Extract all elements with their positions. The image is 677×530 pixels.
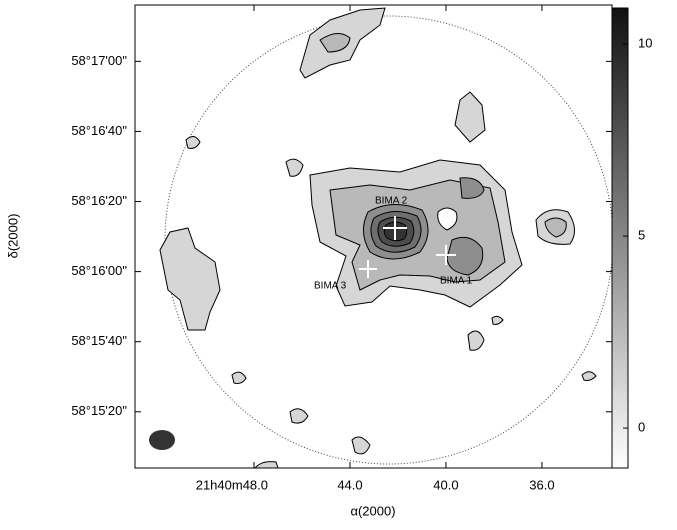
colorbar (612, 8, 628, 468)
chart: BIMA 2 BIMA 3 BIMA 1 α(2000) δ(2000) 21h… (0, 0, 677, 525)
y-tick-label: 58°16'00" (71, 263, 127, 278)
annotation: BIMA 3 (314, 281, 347, 292)
y-tick-label: 58°16'40" (71, 123, 127, 138)
colorbar-tick-label: 10 (638, 36, 652, 51)
annotation: BIMA 1 (440, 276, 473, 287)
x-tick-label: 40.0 (433, 477, 458, 492)
x-axis-label: α(2000) (350, 503, 395, 518)
annotation: BIMA 2 (375, 196, 408, 207)
beam (149, 430, 175, 450)
x-tick-label: 36.0 (529, 477, 554, 492)
y-tick-label: 58°17'00" (71, 53, 127, 68)
y-tick-label: 58°15'20" (71, 403, 127, 418)
y-axis-label: δ(2000) (5, 214, 20, 259)
colorbar-tick-label: 0 (638, 420, 645, 435)
y-tick-label: 58°15'40" (71, 333, 127, 348)
colorbar-tick-label: 5 (638, 228, 645, 243)
y-tick-label: 58°16'20" (71, 193, 127, 208)
x-tick-label: 44.0 (337, 477, 362, 492)
x-tick-label: 21h40m48.0 (196, 477, 268, 492)
